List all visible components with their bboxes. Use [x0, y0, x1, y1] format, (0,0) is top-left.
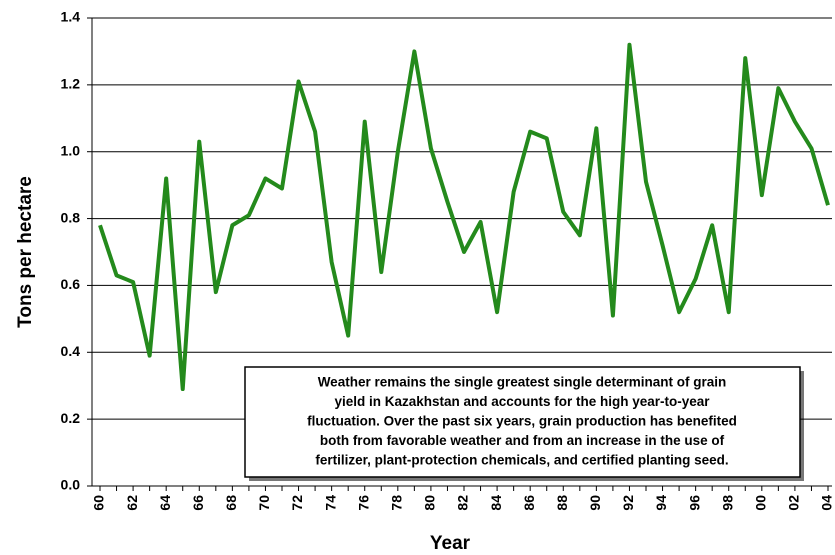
y-tick-label: 0.8 — [61, 209, 81, 225]
x-tick-label: 60 — [91, 495, 107, 511]
y-tick-label: 1.4 — [61, 9, 81, 25]
x-tick-label: 64 — [157, 495, 173, 511]
annotation-line: Weather remains the single greatest sing… — [318, 375, 727, 390]
x-tick-label: 74 — [322, 495, 338, 511]
x-tick-label: 78 — [389, 495, 405, 511]
y-tick-label: 0.6 — [61, 276, 81, 292]
y-tick-label: 0.2 — [61, 410, 81, 426]
x-tick-label: 92 — [620, 495, 636, 511]
y-tick-label: 1.2 — [61, 76, 81, 92]
annotation-line: yield in Kazakhstan and accounts for the… — [334, 394, 710, 409]
y-tick-label: 1.0 — [61, 142, 81, 158]
x-tick-label: 66 — [190, 495, 206, 511]
x-tick-label: 76 — [355, 495, 371, 511]
x-tick-label: 96 — [686, 495, 702, 511]
y-tick-label: 0.4 — [61, 343, 81, 359]
y-axis-label: Tons per hectare — [15, 176, 36, 328]
x-tick-label: 70 — [256, 495, 272, 511]
x-tick-label: 86 — [521, 495, 537, 511]
y-tick-label: 0.0 — [61, 477, 81, 493]
x-tick-label: 88 — [554, 495, 570, 511]
x-tick-label: 68 — [223, 495, 239, 511]
x-tick-label: 00 — [753, 495, 769, 511]
x-tick-label: 62 — [124, 495, 140, 511]
x-tick-label: 94 — [653, 495, 669, 511]
x-tick-label: 04 — [819, 495, 835, 511]
x-tick-label: 72 — [289, 495, 305, 511]
x-tick-label: 90 — [587, 495, 603, 511]
x-tick-label: 02 — [786, 495, 802, 511]
annotation-line: fluctuation. Over the past six years, gr… — [307, 414, 737, 429]
x-tick-label: 98 — [719, 495, 735, 511]
annotation-line: both from favorable weather and from an … — [320, 433, 725, 448]
x-tick-label: 82 — [455, 495, 471, 511]
annotation-line: fertilizer, plant-protection chemicals, … — [315, 453, 728, 468]
x-tick-label: 80 — [422, 495, 438, 511]
series-line — [98, 42, 830, 392]
annotation-box — [244, 366, 801, 478]
x-tick-label: 84 — [488, 495, 504, 511]
x-axis-label: Year — [430, 533, 471, 554]
